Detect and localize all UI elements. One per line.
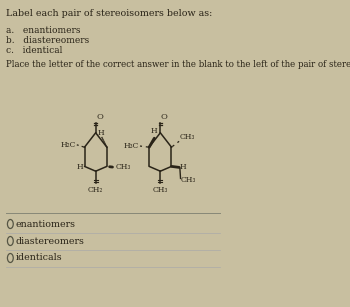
Text: H: H	[150, 127, 157, 135]
Text: diastereomers: diastereomers	[15, 236, 84, 246]
Text: CH₃: CH₃	[153, 186, 168, 194]
Text: CH₃: CH₃	[116, 163, 131, 171]
Text: identicals: identicals	[15, 254, 62, 262]
Text: H₂C: H₂C	[61, 141, 76, 149]
Text: CH₂: CH₂	[88, 186, 103, 194]
Text: O: O	[161, 113, 168, 121]
Text: enantiomers: enantiomers	[15, 220, 76, 228]
Text: Place the letter of the correct answer in the blank to the left of the pair of s: Place the letter of the correct answer i…	[6, 60, 350, 69]
Text: a.   enantiomers: a. enantiomers	[6, 26, 81, 35]
Text: H: H	[180, 163, 187, 171]
Text: c.   identical: c. identical	[6, 46, 63, 55]
Text: b.   diastereomers: b. diastereomers	[6, 36, 90, 45]
Text: CH₃: CH₃	[181, 177, 196, 185]
Text: O: O	[96, 113, 103, 121]
Text: Label each pair of stereoisomers below as:: Label each pair of stereoisomers below a…	[6, 9, 213, 18]
Text: CH₃: CH₃	[179, 133, 195, 141]
Text: H₃C: H₃C	[124, 142, 139, 150]
Text: H: H	[77, 163, 83, 171]
Text: H: H	[98, 129, 104, 137]
